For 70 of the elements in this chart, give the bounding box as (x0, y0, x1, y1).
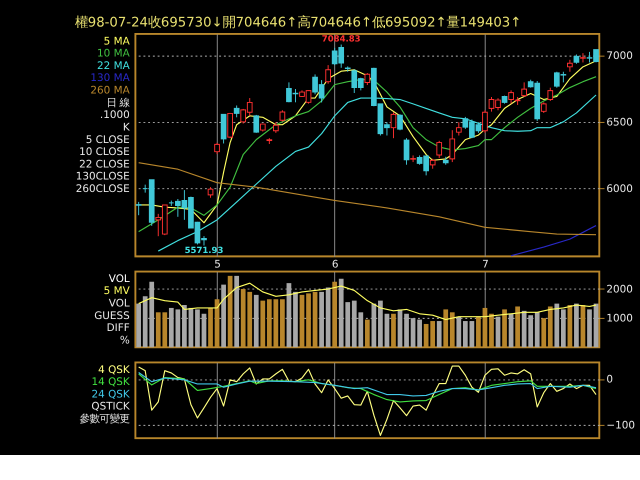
text: 130 MA (90, 72, 131, 84)
text: .1000 (100, 109, 130, 122)
text: 10 CLOSE (79, 146, 130, 158)
candlestick (456, 122, 462, 136)
line-series (138, 162, 597, 236)
text: 日 線 (106, 96, 130, 109)
candlestick (208, 186, 214, 198)
series-label: VOL (108, 272, 130, 285)
text: 5 CLOSE (86, 134, 130, 146)
line-series (138, 282, 597, 320)
text: 260 MA (90, 84, 131, 97)
series-label: 4 QSK (98, 364, 131, 376)
candlestick (273, 122, 279, 134)
chart-title: 權98-07-24收695730↓開704646↑高704646↑低695092↑量149403↑ (74, 14, 522, 30)
text: VOL (108, 298, 130, 310)
candlestick (214, 142, 220, 155)
candlestick (280, 110, 286, 122)
x-tick-label: 6 (332, 258, 338, 270)
y-tick-label: 7000 (606, 50, 633, 62)
text: K (122, 121, 131, 134)
candlestick (430, 158, 436, 170)
x-tick-label: 7 (482, 258, 489, 270)
line-series (510, 224, 597, 256)
candlestick (521, 82, 527, 98)
candlestick (580, 52, 586, 63)
bar (436, 321, 442, 348)
y-tick-label: 0 (606, 374, 614, 386)
text: % (120, 334, 130, 346)
y-tick-label: 6000 (606, 182, 633, 195)
candlestick (136, 201, 142, 216)
text: 參數可變更 (80, 413, 130, 426)
candlestick (449, 130, 456, 163)
candlestick (567, 59, 573, 72)
candlestick (540, 102, 547, 114)
series-label: 14 QSK (92, 376, 131, 388)
candlestick (390, 112, 396, 139)
candlestick (482, 110, 488, 134)
line-series (138, 366, 597, 436)
bar (136, 304, 142, 348)
text: 5 MA (104, 35, 131, 48)
candlestick (325, 64, 331, 84)
text: 22 MA (97, 60, 131, 72)
y-tick-label: −100 (606, 420, 635, 432)
y-tick-label: 1000 (606, 312, 633, 324)
candlestick (436, 140, 442, 159)
y-tick-label: 2000 (606, 283, 633, 296)
x-tick-label: 5 (214, 258, 221, 270)
bar (470, 321, 474, 348)
text: 22 CLOSE (79, 158, 130, 170)
candlestick (547, 87, 554, 102)
series-label: 24 QSK (92, 388, 131, 400)
candlestick (404, 138, 410, 166)
y-tick-label: 6500 (606, 116, 633, 129)
text: GUESS (94, 310, 130, 322)
candlestick (364, 72, 370, 86)
candlestick (574, 54, 580, 64)
line-series (158, 94, 597, 252)
candlestick (234, 105, 240, 118)
line-series (138, 372, 597, 396)
text: 10 MA (97, 48, 131, 60)
text: DIFF (106, 322, 130, 334)
text: 130CLOSE (76, 170, 130, 183)
candlestick (397, 114, 403, 131)
text: QSTICK (91, 400, 131, 413)
series-label: 5 MV (104, 285, 131, 298)
text: 260CLOSE (76, 182, 130, 195)
line-series (138, 373, 597, 402)
candlestick (227, 112, 233, 139)
candlestick (253, 114, 260, 134)
bar (462, 321, 468, 348)
